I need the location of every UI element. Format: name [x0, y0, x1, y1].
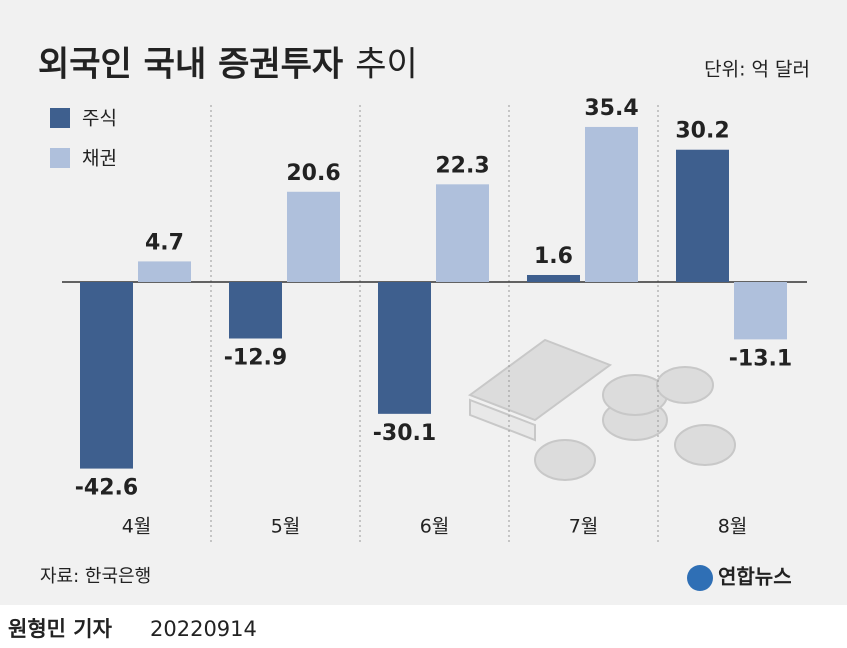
logo: 연합뉴스: [718, 565, 792, 589]
money-illustration: [467, 338, 736, 481]
bar: [229, 282, 282, 339]
x-tick-label: 6월: [420, 516, 450, 538]
banknote: [467, 338, 613, 422]
bar: [287, 191, 340, 282]
bar: [138, 261, 191, 282]
x-tick-label: 5월: [271, 516, 301, 538]
legend-swatch: [50, 108, 70, 128]
legend-label: 주식: [82, 108, 117, 130]
date: 20220914: [150, 617, 257, 641]
banknote-stack: [469, 398, 536, 442]
value-label: -12.9: [224, 346, 287, 371]
bar: [585, 126, 638, 282]
value-label: 35.4: [584, 96, 638, 121]
bar: [734, 282, 787, 340]
value-label: 22.3: [435, 153, 489, 178]
x-tick-label: 7월: [569, 516, 599, 538]
bar: [436, 184, 489, 282]
source: 자료: 한국은행: [40, 566, 151, 587]
reporter: 원형민 기자: [8, 617, 113, 641]
value-label: -30.1: [373, 421, 436, 446]
bar: [80, 282, 133, 469]
bar: [676, 149, 729, 282]
value-label: 30.2: [675, 119, 729, 144]
value-label: 1.6: [534, 244, 573, 269]
unit-label: 단위: 억 달러: [704, 59, 810, 81]
coin: [674, 424, 736, 466]
bar: [378, 282, 431, 414]
value-label: 20.6: [286, 161, 340, 186]
legend-label: 채권: [82, 148, 117, 170]
chart-title: 외국인 국내 증권투자: [38, 45, 343, 85]
coin: [656, 366, 714, 404]
value-label: -42.6: [75, 476, 138, 501]
logo-mark: [687, 565, 713, 591]
x-tick-label: 4월: [122, 516, 152, 538]
bar: [527, 274, 580, 282]
coin: [534, 439, 596, 481]
value-label: -13.1: [729, 346, 792, 371]
value-label: 4.7: [145, 230, 184, 255]
chart-title-suffix: 추이: [355, 45, 418, 85]
legend-swatch: [50, 148, 70, 168]
x-tick-label: 8월: [718, 516, 748, 538]
